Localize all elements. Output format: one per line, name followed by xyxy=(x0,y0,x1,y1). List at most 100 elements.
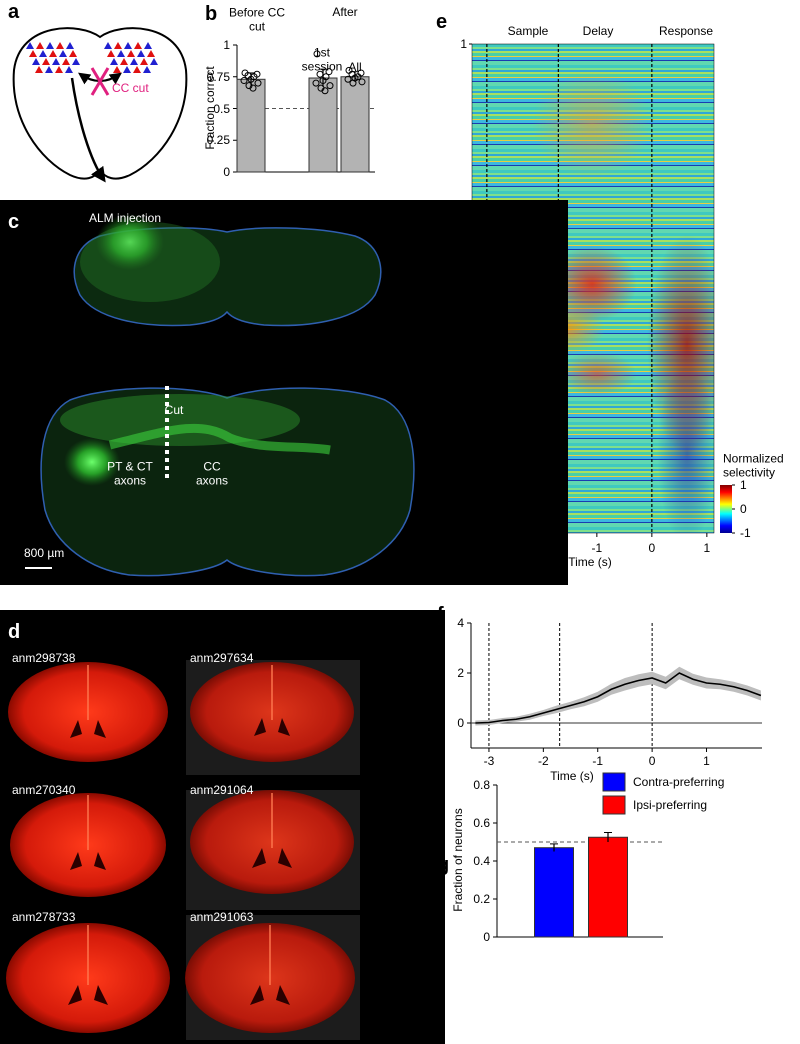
neuron-icon xyxy=(140,58,148,65)
neuron-icon xyxy=(137,50,145,57)
neuron-icon xyxy=(134,42,142,49)
data-point xyxy=(316,70,324,78)
neuron-icon xyxy=(147,50,155,57)
neuron-icon xyxy=(45,66,53,73)
phase-label: Delay xyxy=(582,23,614,38)
legend-label: Ipsi-preferring xyxy=(633,797,708,812)
neuron-icon xyxy=(36,42,44,49)
animal-id: anm297634 xyxy=(190,650,254,665)
bar xyxy=(534,847,574,938)
x-tick-label: 0 xyxy=(648,753,656,768)
category-label: All xyxy=(348,59,362,74)
y-tick-label: 243 xyxy=(446,525,467,540)
y-tick-label: 0 xyxy=(483,929,490,944)
annotation: CC cut xyxy=(112,80,149,95)
x-axis-label: Time (s) xyxy=(550,768,594,783)
line xyxy=(475,672,762,724)
neuron-icon xyxy=(107,50,115,57)
neuron-icon xyxy=(72,58,80,65)
neuron-icon xyxy=(52,58,60,65)
phase-label: Sample xyxy=(507,23,549,38)
colorbar-tick-label: 0 xyxy=(740,501,747,516)
neuron-icon xyxy=(114,42,122,49)
data-point xyxy=(247,75,255,83)
y-tick-label: 0.5 xyxy=(213,101,230,116)
x-tick-label: -3 xyxy=(483,753,495,768)
neuron-icon xyxy=(65,66,73,73)
neuron-icon xyxy=(39,50,47,57)
neuron-icon xyxy=(110,58,118,65)
y-tick-label: 1 xyxy=(460,36,467,51)
bar xyxy=(308,77,338,173)
neuron-icon xyxy=(42,58,50,65)
annotation: ALM injection xyxy=(88,210,162,225)
y-tick-label: 0.75 xyxy=(206,69,230,84)
brain-schematic xyxy=(12,27,188,183)
heatmap-frame xyxy=(471,43,715,534)
neuron-icon xyxy=(104,42,112,49)
panel-letter: e xyxy=(436,11,448,33)
colorbar-label: Normalized selectivity xyxy=(723,451,784,480)
x-tick-label: 0 xyxy=(648,540,656,555)
annotation: CC axons xyxy=(195,459,229,488)
data-point xyxy=(240,77,248,85)
neuron-icon xyxy=(133,66,141,73)
panel-letter: d xyxy=(8,621,21,643)
annotation: PT & CT axons xyxy=(107,459,153,488)
neuron-icon xyxy=(124,42,132,49)
data-point xyxy=(326,82,334,90)
colorbar xyxy=(720,485,732,533)
neuron-icon xyxy=(123,66,131,73)
neuron-icon xyxy=(46,42,54,49)
neuron-icon xyxy=(55,66,63,73)
neuron-icon xyxy=(127,50,135,57)
neuron-icon xyxy=(35,66,43,73)
panel-letter: a xyxy=(8,1,20,23)
x-tick-label: -1 xyxy=(592,753,604,768)
neuron-icon xyxy=(143,66,151,73)
animal-id: anm270340 xyxy=(12,782,76,797)
data-point xyxy=(325,68,333,76)
data-point xyxy=(344,75,352,83)
y-axis-label: Fraction of neurons xyxy=(450,808,465,912)
data-point xyxy=(254,79,262,87)
y-tick-label: 0.8 xyxy=(473,777,490,792)
neuron-icon xyxy=(56,42,64,49)
y-axis-label: Selectivity (spikes /s) xyxy=(417,657,446,713)
neuron-icon xyxy=(113,66,121,73)
neuron-icon xyxy=(62,58,70,65)
error-band xyxy=(475,666,761,726)
bar xyxy=(236,78,266,173)
legend-label: Contra-preferring xyxy=(633,774,725,789)
y-axis-label: Fraction correct xyxy=(202,66,217,150)
category-label: Before CC cut xyxy=(228,5,286,34)
neuron-icon xyxy=(69,50,77,57)
y-tick-label: 4 xyxy=(457,615,464,630)
neuron-icon xyxy=(66,42,74,49)
group-label: After xyxy=(332,4,358,19)
data-point xyxy=(313,50,321,58)
x-tick-label: -3 xyxy=(481,540,493,555)
data-point xyxy=(319,77,327,85)
histology-red xyxy=(0,610,445,1044)
neuron-icon xyxy=(32,58,40,65)
x-tick-label: -2 xyxy=(536,540,548,555)
data-point xyxy=(321,87,329,95)
neuron-icon xyxy=(26,42,34,49)
neuron-icon xyxy=(49,50,57,57)
y-tick-label: 0.25 xyxy=(206,133,230,148)
panel-letter: g xyxy=(437,854,450,876)
legend-swatch xyxy=(602,772,626,792)
annotation: Cut xyxy=(164,402,184,417)
data-point xyxy=(358,78,366,86)
neuron-icon xyxy=(59,50,67,57)
neuron-icon xyxy=(150,58,158,65)
data-point xyxy=(249,84,257,92)
panel-letter: c xyxy=(8,211,20,233)
neuron-icon xyxy=(29,50,37,57)
colorbar-tick-label: -1 xyxy=(740,525,751,540)
legend-swatch xyxy=(602,795,626,815)
y-tick-label: 2 xyxy=(457,665,464,680)
